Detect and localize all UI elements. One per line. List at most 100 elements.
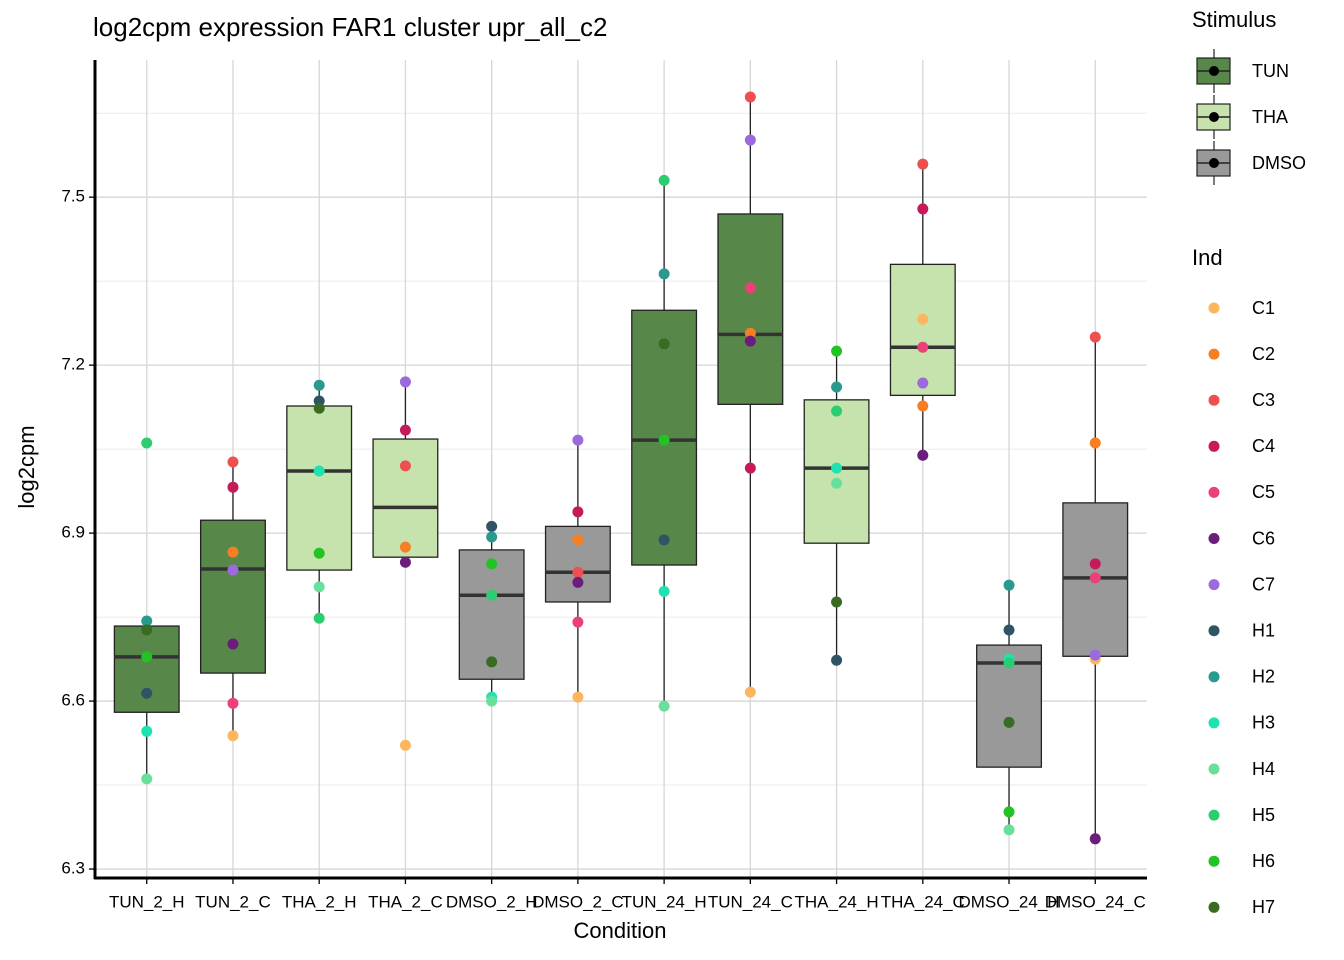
data-point <box>141 437 153 449</box>
legend-label: H1 <box>1252 620 1275 640</box>
data-point <box>1089 558 1101 570</box>
data-point <box>1003 579 1015 591</box>
data-point <box>658 585 670 597</box>
data-point <box>744 462 756 474</box>
y-tick-label: 6.6 <box>61 691 85 710</box>
data-point <box>1003 716 1015 728</box>
x-axis-label: Condition <box>574 918 667 943</box>
data-point <box>744 327 756 339</box>
legend-key <box>1209 66 1219 76</box>
data-point <box>1089 833 1101 845</box>
legend-label: H5 <box>1252 805 1275 825</box>
legend-key <box>1208 809 1220 821</box>
x-tick-label: DMSO_2_C <box>532 892 624 911</box>
data-point <box>141 624 153 636</box>
legend-key <box>1208 579 1220 591</box>
x-tick-label: TUN_2_H <box>109 892 185 911</box>
box <box>286 405 353 571</box>
data-point <box>572 534 584 546</box>
data-point <box>227 546 239 558</box>
data-point <box>141 687 153 699</box>
box <box>372 438 439 558</box>
data-point <box>227 456 239 468</box>
legend-label: C1 <box>1252 298 1275 318</box>
data-point <box>313 612 325 624</box>
data-point <box>831 462 843 474</box>
legend-key <box>1208 533 1220 544</box>
legend-key <box>1208 717 1220 729</box>
data-point <box>141 615 153 627</box>
data-point <box>227 697 239 709</box>
legend-key <box>1208 625 1220 637</box>
legend-key <box>1208 855 1220 867</box>
data-point <box>1089 331 1101 343</box>
data-point <box>572 616 584 628</box>
legend-label: THA <box>1252 107 1288 127</box>
data-point <box>572 576 584 588</box>
data-point <box>917 449 929 461</box>
data-point <box>572 434 584 446</box>
x-tick-label: DMSO_2_H <box>446 892 538 911</box>
legend-label: C5 <box>1252 482 1275 502</box>
legend-label: H2 <box>1252 667 1275 687</box>
x-tick-label: TUN_24_H <box>622 892 707 911</box>
data-point <box>399 541 411 553</box>
x-tick-label: TUN_2_C <box>195 892 271 911</box>
data-point <box>1089 572 1101 584</box>
data-point <box>831 596 843 608</box>
box <box>889 263 956 397</box>
x-tick-label: THA_24_H <box>795 892 879 911</box>
x-tick-label: THA_2_C <box>368 892 443 911</box>
data-point <box>658 700 670 712</box>
box <box>113 625 180 713</box>
data-point <box>399 556 411 568</box>
data-point <box>658 174 670 186</box>
legend-key <box>1208 394 1220 406</box>
legend-key <box>1208 486 1220 498</box>
data-point <box>744 91 756 103</box>
data-point <box>486 531 498 543</box>
legend-label: TUN <box>1252 61 1289 81</box>
legend-key <box>1208 302 1220 314</box>
legend-label: C2 <box>1252 344 1275 364</box>
data-point <box>227 481 239 493</box>
data-point <box>141 725 153 737</box>
legend-label: H3 <box>1252 713 1275 733</box>
data-point <box>658 534 670 546</box>
data-point <box>744 335 756 347</box>
legend-label: C4 <box>1252 436 1275 456</box>
data-point <box>313 547 325 559</box>
data-point <box>1003 824 1015 836</box>
legend-label: C6 <box>1252 528 1275 548</box>
box <box>199 519 266 674</box>
data-point <box>399 460 411 472</box>
data-point <box>1003 624 1015 636</box>
data-point <box>1089 437 1101 449</box>
legend-label: C7 <box>1252 574 1275 594</box>
data-point <box>486 558 498 570</box>
data-point <box>313 465 325 477</box>
box <box>717 213 784 405</box>
x-tick-label: THA_24_C <box>881 892 965 911</box>
data-point <box>399 739 411 751</box>
data-point <box>313 581 325 593</box>
legend-label: DMSO <box>1252 153 1306 173</box>
y-tick-label: 7.5 <box>61 187 85 206</box>
data-point <box>486 520 498 532</box>
data-point <box>486 589 498 601</box>
data-point <box>917 400 929 412</box>
data-point <box>917 341 929 353</box>
y-tick-label: 7.2 <box>61 355 85 374</box>
data-point <box>1003 657 1015 669</box>
x-tick-label: DMSO_24_C <box>1045 892 1146 911</box>
x-tick-label: DMSO_24_H <box>958 892 1059 911</box>
y-tick-label: 6.9 <box>61 523 85 542</box>
legend-title: Stimulus <box>1192 7 1276 32</box>
data-point <box>227 638 239 650</box>
x-tick-label: TUN_24_C <box>708 892 793 911</box>
legend-label: H6 <box>1252 851 1275 871</box>
legend-key <box>1208 671 1220 683</box>
data-point <box>227 730 239 742</box>
data-point <box>572 566 584 578</box>
legend-key <box>1208 348 1220 360</box>
